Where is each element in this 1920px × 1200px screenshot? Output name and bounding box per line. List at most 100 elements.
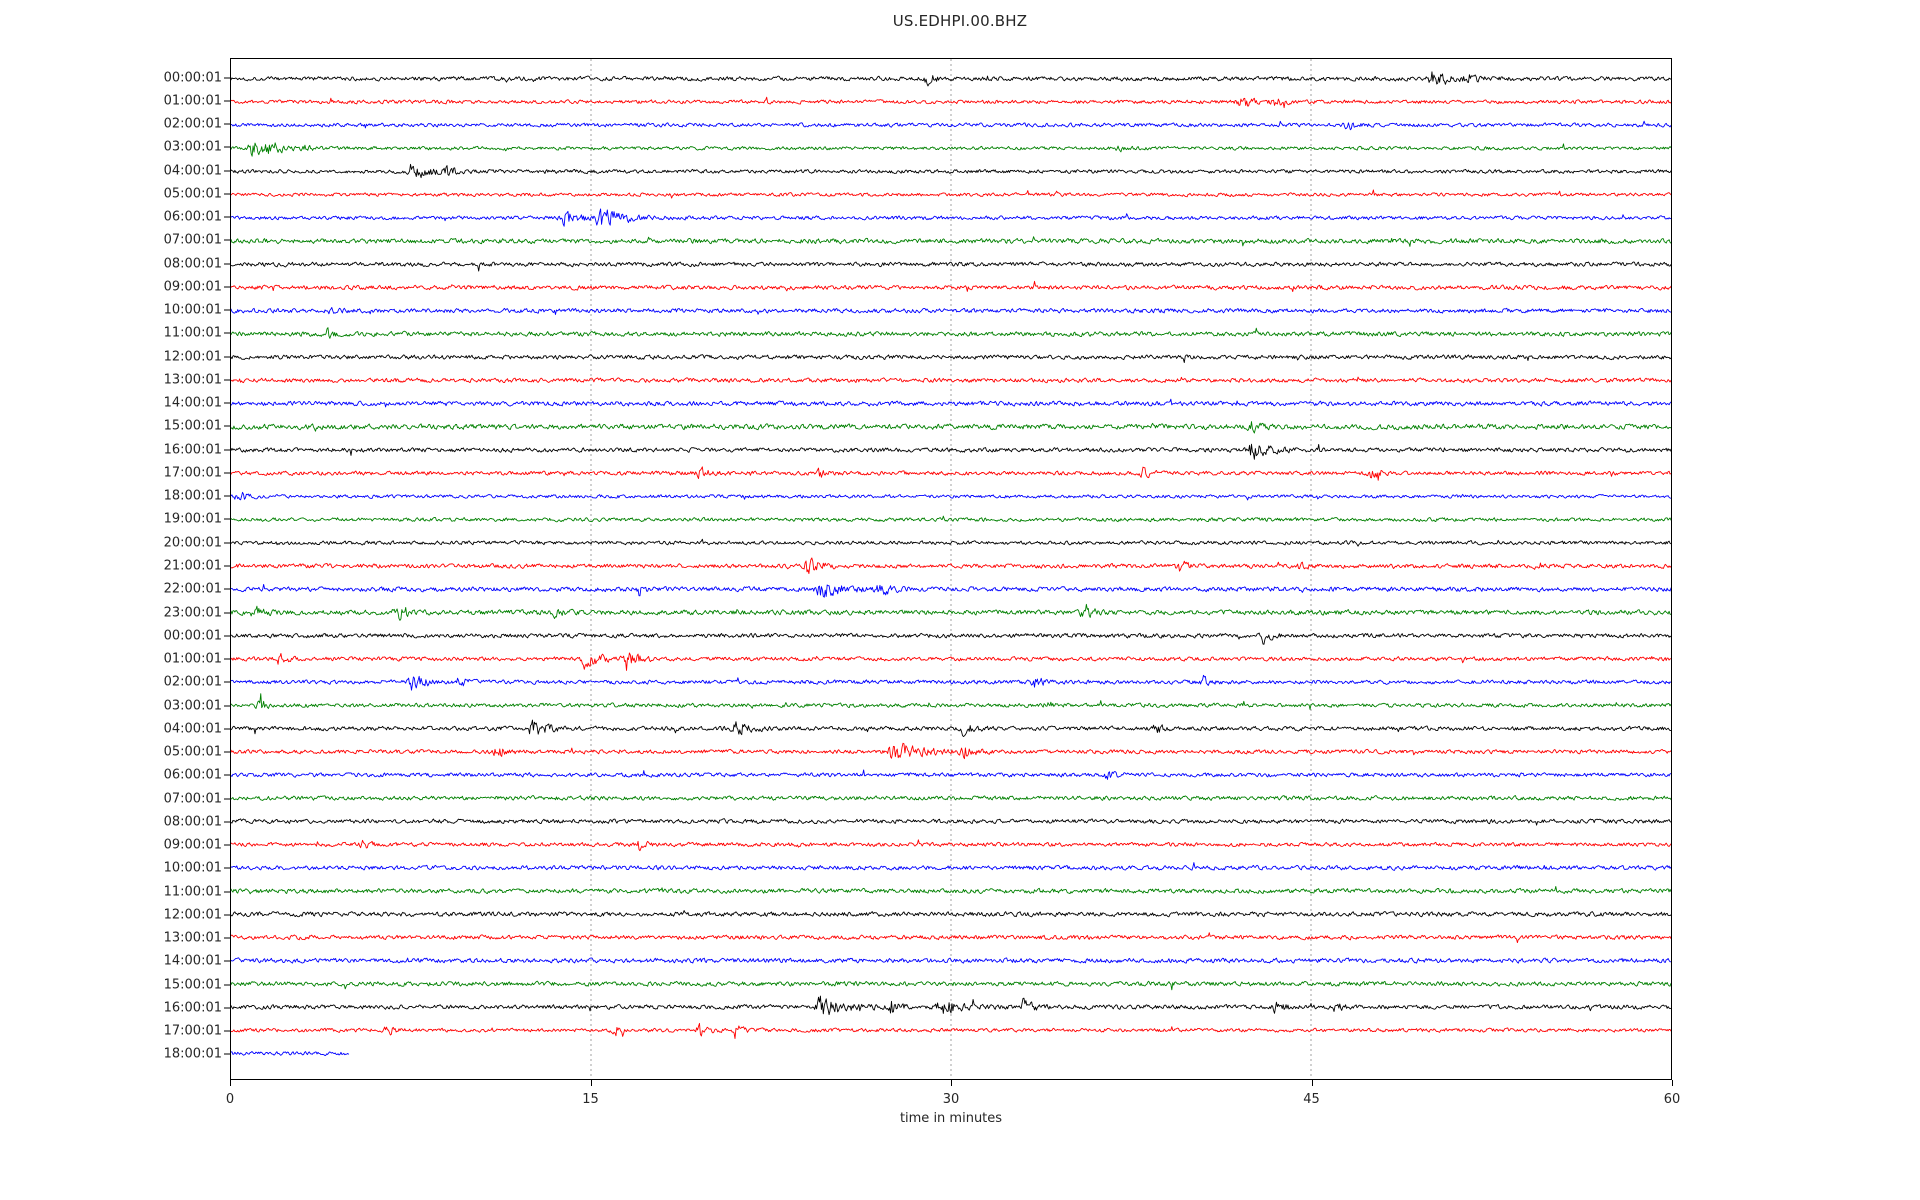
y-axis-tick-label: 06:00:01 xyxy=(163,209,222,225)
trace-row xyxy=(231,957,1671,964)
y-axis-tick-label: 04:00:01 xyxy=(163,163,222,179)
x-axis-label: time in minutes xyxy=(899,1111,1003,1126)
y-axis-tick-label: 02:00:01 xyxy=(163,116,222,132)
y-axis-tick-mark xyxy=(224,1053,230,1055)
trace-row xyxy=(231,818,1671,826)
y-axis-tick-label: 16:00:01 xyxy=(163,442,222,458)
y-axis-tick-label: 09:00:01 xyxy=(163,837,222,853)
y-axis-tick-label: 21:00:01 xyxy=(163,558,222,574)
x-axis-tick-label: 45 xyxy=(1303,1092,1320,1107)
x-axis-tick-mark xyxy=(590,1080,592,1086)
grid-lines xyxy=(590,59,1312,1079)
y-axis-tick-mark xyxy=(224,263,230,265)
y-axis-tick-mark xyxy=(224,356,230,358)
trace-row xyxy=(231,557,1671,575)
y-axis-tick-mark xyxy=(224,960,230,962)
y-axis-tick-mark xyxy=(224,844,230,846)
trace-row xyxy=(231,910,1671,918)
x-axis-tick-mark xyxy=(951,1080,952,1086)
y-axis-tick-label: 12:00:01 xyxy=(163,349,222,365)
trace-row xyxy=(231,632,1671,645)
y-axis-tick-label: 08:00:01 xyxy=(163,256,222,272)
trace-row xyxy=(231,466,1671,481)
y-axis-tick-mark xyxy=(224,542,230,544)
y-axis-tick-mark xyxy=(224,937,230,939)
x-axis-tick-mark xyxy=(1311,1080,1313,1086)
x-axis-tick-label: 15 xyxy=(582,1092,599,1107)
y-axis-tick-mark xyxy=(224,891,230,893)
trace-row xyxy=(231,583,1671,598)
y-axis-tick-mark xyxy=(224,914,230,916)
y-axis-tick-label: 00:00:01 xyxy=(163,70,222,86)
trace-row xyxy=(231,769,1671,780)
trace-row xyxy=(231,71,1671,87)
trace-row xyxy=(231,280,1671,293)
y-axis-tick-label: 06:00:01 xyxy=(163,767,222,783)
y-axis-tick-mark xyxy=(224,146,230,148)
y-axis-tick-label: 10:00:01 xyxy=(163,860,222,876)
y-axis-tick-label: 15:00:01 xyxy=(163,418,222,434)
trace-row xyxy=(231,932,1671,944)
y-axis-tick-label: 10:00:01 xyxy=(163,302,222,318)
trace-row xyxy=(231,96,1671,109)
y-axis-tick-label: 16:00:01 xyxy=(163,1000,222,1016)
trace-row xyxy=(231,307,1671,315)
trace-row xyxy=(231,862,1671,871)
y-axis-tick-label: 20:00:01 xyxy=(163,535,222,551)
trace-row xyxy=(231,742,1671,760)
trace-row xyxy=(231,163,1671,179)
y-axis-tick-mark xyxy=(224,239,230,241)
y-axis-tick-mark xyxy=(224,565,230,567)
trace-row xyxy=(231,1022,1671,1040)
y-axis-tick-mark xyxy=(224,170,230,172)
y-axis-tick-label: 17:00:01 xyxy=(163,465,222,481)
y-axis-tick-mark xyxy=(224,449,230,451)
y-axis-tick-label: 13:00:01 xyxy=(163,930,222,946)
page-title: US.EDHPI.00.BHZ xyxy=(892,12,1028,30)
y-axis-tick-label: 13:00:01 xyxy=(163,372,222,388)
y-axis-tick-label: 05:00:01 xyxy=(163,186,222,202)
y-axis-tick-mark xyxy=(224,984,230,986)
trace-row xyxy=(231,674,1671,691)
y-axis-tick-mark xyxy=(224,705,230,707)
x-axis-tick-labels: 0 15 30 45 60 xyxy=(0,1080,1920,1140)
trace-row xyxy=(231,120,1671,131)
y-axis-tick-mark xyxy=(224,1030,230,1032)
trace-row xyxy=(231,1051,350,1057)
trace-row xyxy=(231,603,1671,621)
y-axis-tick-label: 01:00:01 xyxy=(163,651,222,667)
y-axis-tick-label: 00:00:01 xyxy=(163,628,222,644)
y-axis-tick-mark xyxy=(224,495,230,497)
trace-row xyxy=(231,491,1671,501)
y-axis-tick-mark xyxy=(224,216,230,218)
trace-row xyxy=(231,261,1671,272)
y-axis-tick-mark xyxy=(224,728,230,730)
trace-row xyxy=(231,980,1671,991)
y-axis-tick-label: 23:00:01 xyxy=(163,605,222,620)
y-axis-tick-label: 18:00:01 xyxy=(163,1046,222,1062)
y-axis-tick-label: 12:00:01 xyxy=(163,907,222,923)
x-axis-tick-label: 0 xyxy=(225,1092,235,1107)
waveform-traces xyxy=(231,71,1671,1057)
y-axis-tick-mark xyxy=(224,518,230,520)
y-axis-tick-label: 18:00:01 xyxy=(163,488,222,504)
y-axis-tick-label: 14:00:01 xyxy=(163,395,222,411)
trace-row xyxy=(231,189,1671,199)
y-axis-tick-mark xyxy=(224,309,230,311)
y-axis-tick-label: 09:00:01 xyxy=(163,279,222,295)
trace-row xyxy=(231,538,1671,547)
plot-area xyxy=(230,58,1672,1080)
y-axis-tick-label: 02:00:01 xyxy=(163,674,222,690)
y-axis-tick-mark xyxy=(224,681,230,683)
trace-row xyxy=(231,208,1671,227)
y-axis-tick-mark xyxy=(224,774,230,776)
trace-row xyxy=(231,719,1671,738)
trace-row xyxy=(231,142,1671,157)
y-axis-tick-mark xyxy=(224,751,230,753)
y-axis-tick-label: 14:00:01 xyxy=(163,953,222,969)
y-axis-tick-label: 17:00:01 xyxy=(163,1023,222,1039)
y-axis-tick-mark xyxy=(224,286,230,288)
trace-row xyxy=(231,443,1671,460)
y-axis-tick-label: 22:00:01 xyxy=(163,581,222,597)
